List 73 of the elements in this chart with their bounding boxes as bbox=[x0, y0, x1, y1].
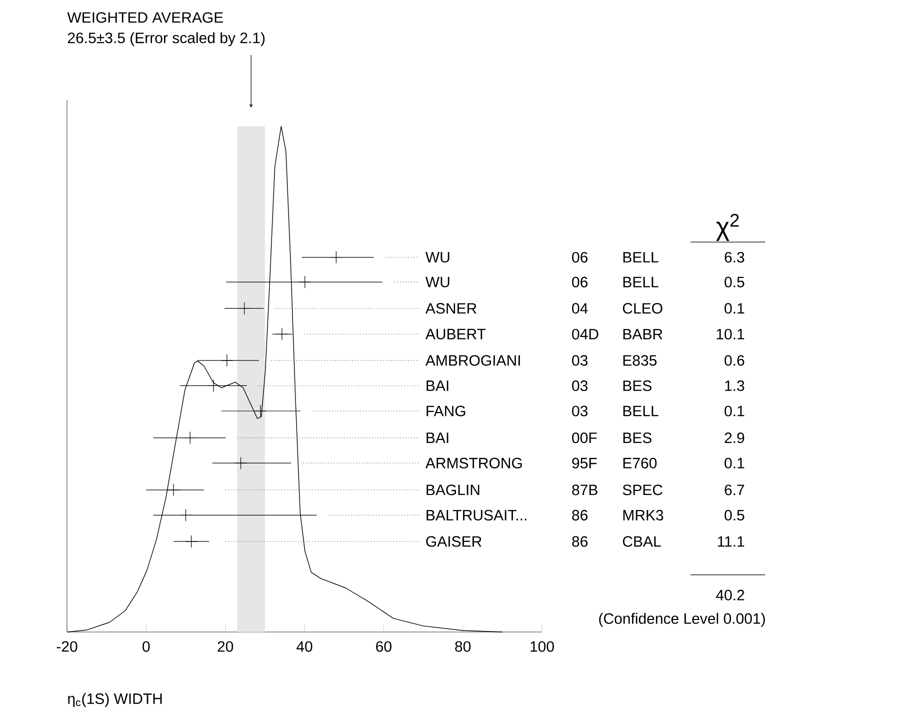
text: 87B bbox=[572, 484, 598, 496]
text: 95F bbox=[572, 458, 597, 468]
text: BELL bbox=[623, 406, 658, 416]
text: 0.1 bbox=[724, 406, 744, 416]
point bbox=[220, 354, 234, 367]
text: 40.2 bbox=[716, 590, 744, 600]
text: 6.7 bbox=[724, 484, 744, 496]
text: 06 bbox=[572, 252, 588, 263]
text: MRK3 bbox=[623, 510, 664, 520]
text: 03 bbox=[572, 380, 588, 392]
annotation: BAI bbox=[426, 432, 448, 443]
point bbox=[167, 484, 180, 496]
text: χ$^{2}$ bbox=[716, 214, 739, 241]
annotation: GAISER bbox=[426, 536, 482, 547]
text: BES bbox=[623, 432, 652, 444]
text: 00F bbox=[572, 432, 597, 444]
x-tick-label: -20 bbox=[56, 641, 78, 652]
point bbox=[184, 432, 196, 444]
point bbox=[330, 250, 342, 264]
text: E760 bbox=[623, 458, 657, 468]
x-tick-label: 100 bbox=[530, 641, 554, 652]
x-tick-label: 20 bbox=[218, 641, 234, 652]
text: 03 bbox=[572, 406, 588, 416]
point bbox=[207, 379, 220, 392]
text: 0.1 bbox=[724, 458, 744, 468]
text: (Confidence Level 0.001) bbox=[599, 612, 765, 627]
text: BES bbox=[623, 380, 652, 392]
point bbox=[298, 276, 312, 288]
text: 11.1 bbox=[718, 536, 744, 547]
x-tick-label: 60 bbox=[376, 641, 392, 652]
text: 03 bbox=[572, 355, 588, 366]
text: 1.3 bbox=[725, 380, 744, 392]
point bbox=[184, 535, 198, 548]
text: 6.3 bbox=[724, 252, 744, 263]
text: 04 bbox=[572, 303, 588, 314]
text: 0.6 bbox=[724, 355, 744, 366]
text: 86 bbox=[572, 510, 588, 520]
text: E835 bbox=[623, 355, 657, 366]
x-tick-label: 80 bbox=[455, 641, 471, 652]
annotation: WU bbox=[425, 252, 450, 262]
text: 0.5 bbox=[724, 276, 744, 288]
point bbox=[234, 456, 248, 470]
text: BELL bbox=[623, 252, 658, 262]
annotation: BAGLIN bbox=[426, 484, 480, 496]
annotation: FANG bbox=[426, 406, 466, 416]
text: 06 bbox=[572, 276, 588, 288]
text: 0.5 bbox=[724, 510, 744, 520]
text: 2.9 bbox=[724, 432, 744, 444]
text: 04D bbox=[572, 328, 598, 340]
annotation: AUBERT bbox=[425, 328, 486, 340]
point bbox=[179, 508, 192, 522]
annotation: ASNER bbox=[425, 303, 476, 314]
x-axis-title: η$_{c}$(1S) WIDTH bbox=[68, 693, 162, 707]
x-tick-label: 0 bbox=[142, 641, 150, 652]
annotation: AMBROGIANI bbox=[425, 355, 520, 366]
chart-subtitle: 26.5±3.5 (Error scaled by 2.1) bbox=[68, 32, 265, 46]
text: BABR bbox=[623, 328, 662, 340]
point bbox=[254, 404, 267, 418]
text: 0.1 bbox=[724, 303, 744, 314]
annotation: WU bbox=[425, 276, 450, 288]
annotation: BALTRUSAIT... bbox=[426, 510, 526, 520]
text: 86 bbox=[572, 536, 588, 547]
chart-title: WEIGHTED AVERAGE bbox=[67, 12, 223, 23]
annotation: ARMSTRONG bbox=[425, 458, 522, 468]
annotation: BAI bbox=[426, 380, 448, 391]
point bbox=[276, 328, 288, 340]
text: BELL bbox=[623, 276, 658, 288]
text: 10.1 bbox=[716, 328, 744, 340]
x-tick-label: 40 bbox=[296, 641, 312, 652]
text: CLEO bbox=[622, 303, 662, 314]
text: SPEC bbox=[622, 484, 662, 496]
text: CBAL bbox=[622, 536, 661, 547]
point bbox=[238, 302, 251, 315]
